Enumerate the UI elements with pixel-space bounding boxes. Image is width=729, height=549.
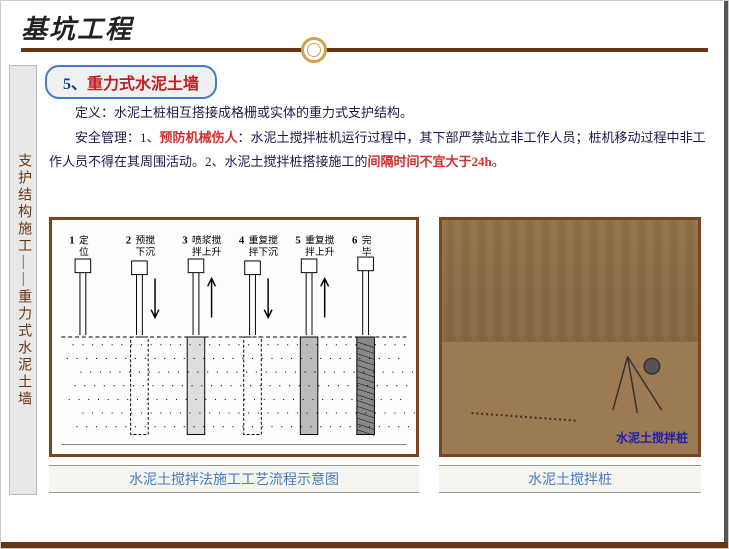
svg-text:拌上升: 拌上升 bbox=[192, 245, 221, 258]
right-edge bbox=[724, 1, 728, 542]
badge-number: 5、 bbox=[63, 70, 87, 94]
def-text: 水泥土桩相互搭接成格栅或实体的重力式支护结构。 bbox=[114, 105, 413, 120]
process-diagram: 1定位2预搅下沉3喷浆搅拌上升4重复搅拌下沉5重复搅拌上升6完毕 bbox=[49, 217, 419, 457]
definition-para: 定义：水泥土桩相互搭接成格栅或实体的重力式支护结构。 bbox=[49, 101, 708, 126]
photo-inline-label: 水泥土搅拌桩 bbox=[616, 429, 688, 446]
svg-text:重复搅: 重复搅 bbox=[249, 233, 278, 246]
svg-text:位: 位 bbox=[79, 245, 89, 258]
footer-bar bbox=[1, 542, 728, 548]
badge-title: 重力式水泥土墙 bbox=[87, 70, 199, 94]
sidebar: 支护结构施工——重力式水泥土墙 bbox=[9, 65, 37, 495]
section-badge: 5、 重力式水泥土墙 bbox=[45, 65, 217, 99]
safety-para: 安全管理：1、预防机械伤人：水泥土搅拌桩机运行过程中，其下部严禁站立非工作人员；… bbox=[49, 126, 708, 175]
header-divider bbox=[21, 48, 708, 52]
diagram-svg: 1定位2预搅下沉3喷浆搅拌上升4重复搅拌下沉5重复搅拌上升6完毕 bbox=[52, 220, 416, 454]
header: 基坑工程 bbox=[1, 1, 728, 56]
photo-overlay bbox=[442, 220, 698, 454]
site-photo: 水泥土搅拌桩 bbox=[439, 217, 701, 457]
svg-text:预搅: 预搅 bbox=[136, 233, 156, 246]
def-label: 定义： bbox=[75, 105, 114, 120]
svg-text:下沉: 下沉 bbox=[136, 245, 156, 258]
svg-text:重复搅: 重复搅 bbox=[305, 233, 334, 246]
diagram-caption: 水泥土搅拌法施工工艺流程示意图 bbox=[49, 465, 419, 493]
decorative-circle-icon bbox=[301, 37, 327, 63]
figure-left: 1定位2预搅下沉3喷浆搅拌上升4重复搅拌下沉5重复搅拌上升6完毕 水泥土搅拌法施… bbox=[49, 217, 419, 493]
figure-right: 水泥土搅拌桩 水泥土搅拌桩 bbox=[439, 217, 701, 493]
svg-text:定: 定 bbox=[79, 233, 89, 246]
svg-text:完: 完 bbox=[362, 233, 372, 246]
photo-caption: 水泥土搅拌桩 bbox=[439, 465, 701, 493]
highlight-1: 预防机械伤人 bbox=[160, 130, 238, 145]
svg-text:6: 6 bbox=[352, 234, 358, 246]
highlight-2: 间隔时间不宜大于24h bbox=[368, 154, 492, 169]
svg-text:2: 2 bbox=[126, 234, 131, 246]
safety-label: 安全管理：1、 bbox=[75, 130, 160, 145]
page-title: 基坑工程 bbox=[21, 9, 708, 46]
figures-row: 1定位2预搅下沉3喷浆搅拌上升4重复搅拌下沉5重复搅拌上升6完毕 水泥土搅拌法施… bbox=[49, 217, 710, 493]
safety-text2: 。 bbox=[492, 154, 505, 169]
svg-text:5: 5 bbox=[295, 234, 300, 246]
svg-text:3: 3 bbox=[182, 234, 187, 246]
svg-text:拌下沉: 拌下沉 bbox=[249, 245, 278, 258]
decorative-circle-inner bbox=[307, 43, 321, 57]
svg-text:拌上升: 拌上升 bbox=[305, 245, 334, 258]
sidebar-label: 支护结构施工——重力式水泥土墙 bbox=[14, 153, 32, 408]
slide-container: 基坑工程 支护结构施工——重力式水泥土墙 5、 重力式水泥土墙 定义：水泥土桩相… bbox=[0, 0, 729, 549]
svg-text:1: 1 bbox=[69, 234, 74, 246]
svg-text:毕: 毕 bbox=[362, 245, 372, 258]
svg-text:喷浆搅: 喷浆搅 bbox=[192, 233, 221, 246]
svg-text:4: 4 bbox=[239, 234, 245, 246]
content-area: 定义：水泥土桩相互搭接成格栅或实体的重力式支护结构。 安全管理：1、预防机械伤人… bbox=[49, 101, 708, 175]
